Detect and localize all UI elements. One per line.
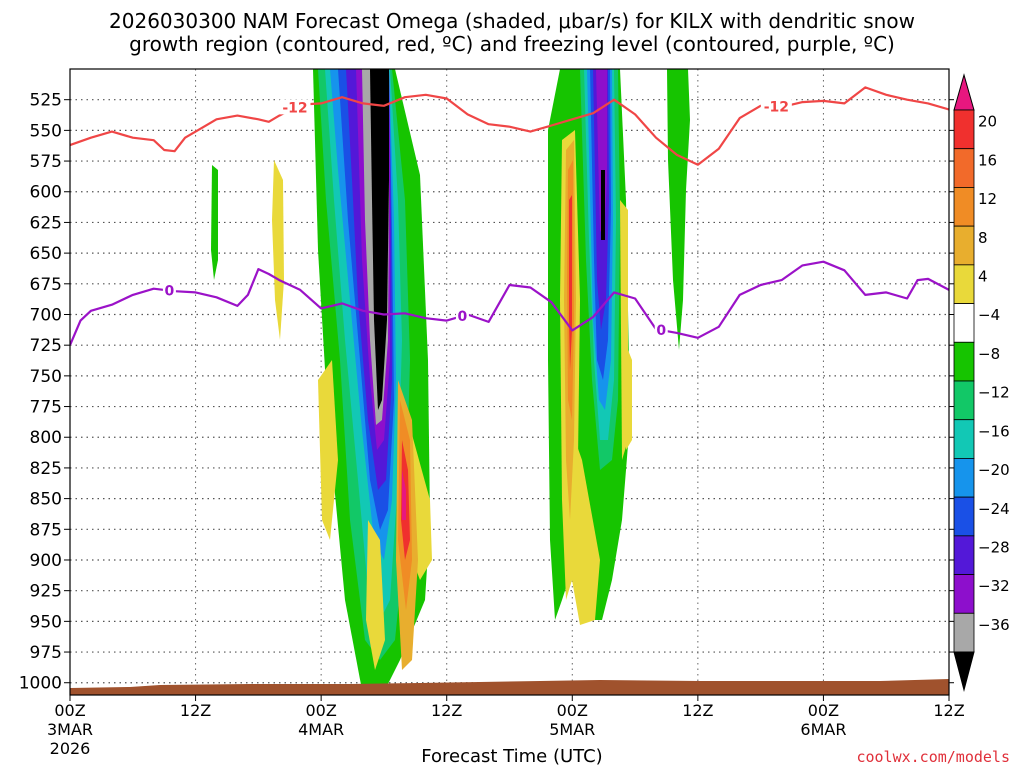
colorbar-label: 20 xyxy=(978,113,997,131)
y-tick-label: 925 xyxy=(30,582,62,602)
colorbar-label: −4 xyxy=(978,306,1000,324)
y-tick-label: 625 xyxy=(30,213,62,233)
colorbar-bin xyxy=(953,419,975,459)
colorbar-bin xyxy=(953,612,975,653)
x-tick-label: 12Z xyxy=(682,701,713,720)
y-tick-label: 525 xyxy=(30,91,62,111)
colorbar-bin xyxy=(953,574,975,614)
plot-frame xyxy=(69,68,950,696)
colorbar-label: −28 xyxy=(978,538,1010,556)
y-tick-label: 975 xyxy=(30,643,62,663)
x-tick-label: 12Z xyxy=(431,701,462,720)
contour-label-bg xyxy=(279,99,311,115)
y-tick-label: 600 xyxy=(30,183,62,203)
colorbar-bin xyxy=(953,380,975,421)
x-tick-date: 6MAR xyxy=(800,720,846,739)
contour-label-bg xyxy=(654,322,668,338)
colorbar-bin xyxy=(953,264,975,304)
contour-label-bg xyxy=(455,308,469,324)
colorbar-arrow-top xyxy=(953,73,975,111)
y-axis: 525 550 575 600 625 650 675 700 725 750 775 800 825 8… xyxy=(19,91,954,694)
colorbar-label: −36 xyxy=(978,616,1010,634)
contours: -12 -12 0 0 0 xyxy=(70,86,949,346)
colorbar-bin xyxy=(953,187,975,227)
y-tick-label: 950 xyxy=(30,612,62,632)
y-tick-label: 700 xyxy=(30,305,62,325)
y-tick-label: 750 xyxy=(30,367,62,387)
contour-line-0 xyxy=(70,260,949,346)
x-tick-date: 3MAR xyxy=(47,720,93,739)
contour-line--12 xyxy=(70,86,949,166)
colorbar-label: −24 xyxy=(978,500,1010,518)
x-tick-label: 00Z xyxy=(808,701,839,720)
contour-label-bg xyxy=(760,98,792,114)
y-tick-label: 675 xyxy=(30,275,62,295)
colorbar-arrow-bottom xyxy=(953,651,975,692)
chart-title-line-2: growth region (contoured, red, ºC) and f… xyxy=(129,32,895,56)
y-tick-label: 775 xyxy=(30,398,62,418)
x-tick-label: 12Z xyxy=(933,701,964,720)
colorbar-bin xyxy=(953,458,975,498)
y-tick-label: 575 xyxy=(30,152,62,172)
colorbar-bin xyxy=(953,303,975,343)
y-tick-label: 725 xyxy=(30,336,62,356)
x-tick-label: 12Z xyxy=(180,701,211,720)
y-tick-label: 1000 xyxy=(19,674,62,694)
colorbar: 20 16 12 8 4 −4 −8 −12 −16 −20 −24 −28 −32 −36 xyxy=(953,73,1010,692)
plot-area xyxy=(70,69,949,695)
y-tick-label: 875 xyxy=(30,520,62,540)
contour-label--12: -12 xyxy=(764,100,789,116)
contour-label-0: 0 xyxy=(458,309,468,325)
colorbar-label: −16 xyxy=(978,422,1010,440)
colorbar-bin xyxy=(953,109,975,150)
x-tick-label: 00Z xyxy=(557,701,588,720)
y-tick-label: 800 xyxy=(30,428,62,448)
colorbar-label: −8 xyxy=(978,345,1000,363)
colorbar-label: 4 xyxy=(978,267,988,285)
y-tick-label: 825 xyxy=(30,459,62,479)
x-axis-label: Forecast Time (UTC) xyxy=(421,746,603,767)
colorbar-label: 8 xyxy=(978,229,988,247)
colorbar-bin xyxy=(953,225,975,266)
x-tick-date: 4MAR xyxy=(298,720,344,739)
x-tick-year: 2026 xyxy=(50,739,91,758)
terrain xyxy=(70,679,949,695)
colorbar-bin xyxy=(953,535,975,575)
omega-region-system-5mar xyxy=(548,69,632,625)
contour-label-bg xyxy=(162,282,176,298)
colorbar-label: −20 xyxy=(978,461,1010,479)
colorbar-bin xyxy=(953,496,975,537)
chart-title-line-1: 2026030300 NAM Forecast Omega (shaded, μ… xyxy=(109,9,915,33)
colorbar-bin xyxy=(953,341,975,382)
colorbar-label: −12 xyxy=(978,384,1010,402)
colorbar-label: 16 xyxy=(978,151,997,169)
y-tick-label: 650 xyxy=(30,244,62,264)
y-tick-label: 550 xyxy=(30,121,62,141)
omega-region-main-system-4mar xyxy=(211,69,432,690)
contour-label--12: -12 xyxy=(282,100,307,116)
omega-shading xyxy=(211,69,690,690)
colorbar-label: −32 xyxy=(978,577,1010,595)
y-tick-label: 900 xyxy=(30,551,62,571)
y-tick-label: 850 xyxy=(30,490,62,510)
credit-text: coolwx.com/models xyxy=(856,748,1010,766)
x-tick-label: 00Z xyxy=(54,701,85,720)
contour-label-0: 0 xyxy=(656,323,666,339)
omega-region-post-system-5mar xyxy=(667,69,690,350)
colorbar-label: 12 xyxy=(978,190,997,208)
x-tick-date: 5MAR xyxy=(549,720,595,739)
colorbar-bin xyxy=(953,148,975,188)
x-tick-label: 00Z xyxy=(305,701,336,720)
contour-label-0: 0 xyxy=(165,284,175,300)
